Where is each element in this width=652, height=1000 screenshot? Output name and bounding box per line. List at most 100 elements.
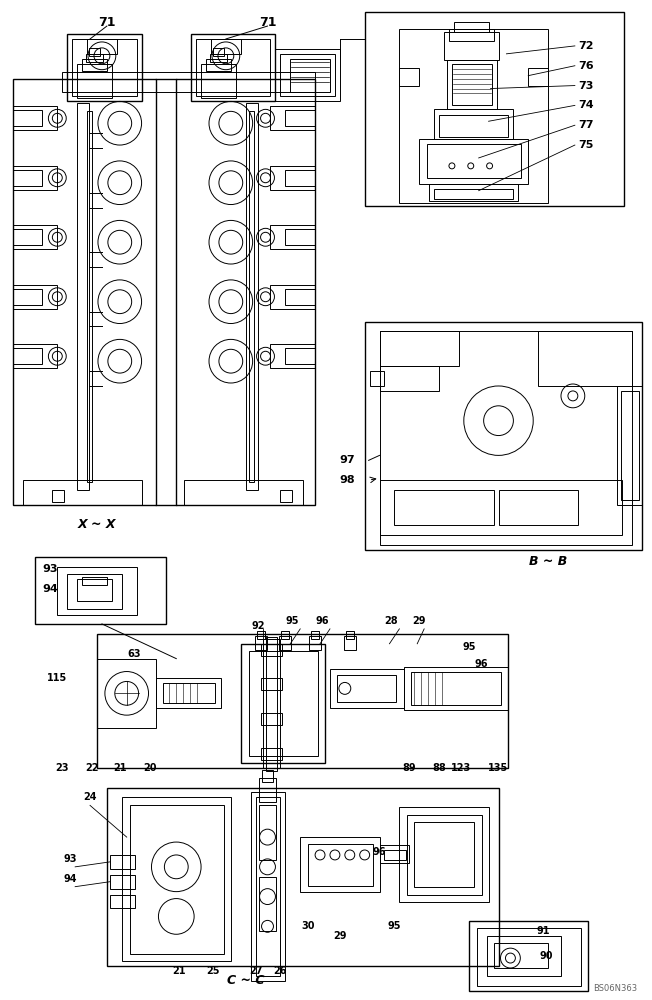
Bar — [77, 64, 112, 98]
Bar — [617, 386, 642, 505]
Bar — [290, 59, 330, 92]
Text: B ~ B: B ~ B — [529, 555, 567, 568]
Text: X ~ X: X ~ X — [78, 518, 116, 531]
Bar — [164, 683, 215, 703]
Bar — [261, 748, 282, 760]
Bar — [52, 490, 65, 502]
Bar — [434, 189, 513, 199]
Bar — [77, 579, 112, 601]
Bar — [286, 348, 315, 364]
Text: 123: 123 — [451, 763, 471, 773]
Bar — [286, 229, 315, 245]
Bar — [400, 29, 548, 203]
Bar — [494, 943, 548, 968]
Text: 24: 24 — [83, 792, 96, 802]
Bar — [400, 68, 419, 86]
Bar — [419, 139, 528, 184]
Bar — [82, 577, 107, 585]
Bar — [12, 229, 42, 245]
Bar — [97, 659, 156, 728]
Bar — [259, 877, 276, 931]
Bar — [257, 631, 265, 639]
Bar — [370, 371, 385, 386]
Text: 71: 71 — [98, 16, 115, 29]
Bar — [261, 678, 282, 690]
Text: 135: 135 — [488, 763, 509, 773]
Text: BS06N363: BS06N363 — [593, 984, 637, 993]
Bar — [12, 289, 42, 305]
Text: 95: 95 — [286, 616, 299, 626]
Text: 88: 88 — [432, 763, 446, 773]
Bar — [271, 285, 315, 309]
Bar — [248, 111, 254, 482]
Bar — [379, 331, 459, 366]
Bar — [621, 391, 640, 500]
Bar — [280, 54, 335, 96]
Bar — [97, 634, 509, 768]
Text: 75: 75 — [578, 140, 593, 150]
Text: 93: 93 — [42, 564, 58, 574]
Text: 73: 73 — [578, 81, 593, 91]
Text: 97: 97 — [339, 455, 355, 465]
Text: 94: 94 — [63, 874, 77, 884]
Bar — [110, 875, 135, 889]
Text: 94: 94 — [42, 584, 58, 594]
Bar — [63, 72, 315, 92]
Text: 76: 76 — [578, 61, 593, 71]
Bar — [439, 115, 509, 137]
Bar — [394, 490, 494, 525]
Bar — [210, 54, 227, 62]
Bar — [282, 631, 289, 639]
Bar — [89, 48, 100, 56]
Bar — [538, 331, 632, 386]
Bar — [311, 631, 319, 639]
Bar — [35, 557, 166, 624]
Bar — [486, 936, 561, 976]
Text: 28: 28 — [385, 616, 398, 626]
Bar — [57, 567, 137, 615]
Bar — [12, 166, 57, 190]
Bar — [337, 675, 396, 702]
Text: 90: 90 — [539, 951, 553, 961]
Text: 23: 23 — [55, 763, 69, 773]
Bar — [67, 34, 141, 101]
Bar — [12, 106, 57, 130]
Bar — [454, 22, 488, 32]
Bar — [449, 29, 494, 41]
Bar — [191, 34, 275, 101]
Text: 27: 27 — [249, 966, 262, 976]
Text: 63: 63 — [127, 649, 140, 659]
Bar — [429, 184, 518, 201]
Bar — [275, 49, 340, 101]
Bar — [286, 110, 315, 126]
Bar — [211, 39, 241, 54]
Bar — [107, 788, 499, 966]
Bar — [379, 366, 439, 391]
Bar — [414, 822, 474, 887]
Text: 21: 21 — [113, 763, 126, 773]
Bar — [12, 79, 156, 505]
Text: 98: 98 — [339, 475, 355, 485]
Bar — [271, 344, 315, 368]
Bar — [250, 792, 286, 981]
Text: 71: 71 — [259, 16, 276, 29]
Text: 22: 22 — [85, 763, 98, 773]
Bar — [185, 480, 303, 505]
Bar — [12, 348, 42, 364]
Bar — [110, 855, 135, 869]
Bar — [77, 103, 89, 490]
Text: 95: 95 — [462, 642, 475, 652]
Text: 21: 21 — [173, 966, 186, 976]
Bar — [271, 225, 315, 249]
Bar — [241, 644, 325, 763]
Text: 96: 96 — [316, 616, 329, 626]
Bar — [12, 225, 57, 249]
Text: 29: 29 — [413, 616, 426, 626]
Bar — [259, 805, 276, 860]
Bar — [263, 639, 280, 768]
Bar — [156, 678, 221, 708]
Text: 25: 25 — [206, 966, 220, 976]
Bar — [308, 844, 372, 886]
Bar — [201, 64, 236, 98]
Bar — [12, 170, 42, 186]
